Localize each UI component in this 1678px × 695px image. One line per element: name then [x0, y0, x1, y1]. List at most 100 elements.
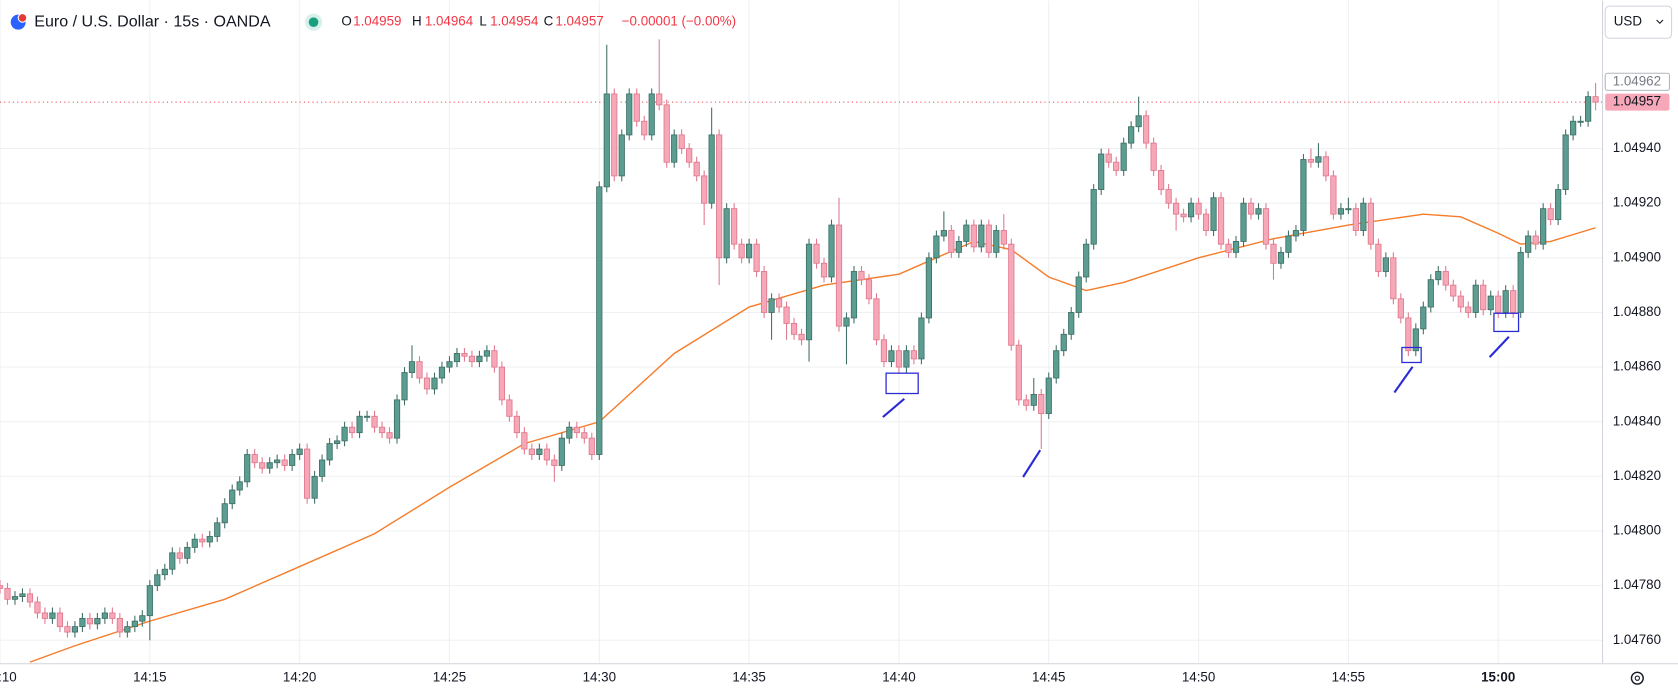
y-tick-label: 1.04800 — [1613, 523, 1661, 538]
candle-body — [1405, 317, 1412, 352]
drawing-line — [1488, 336, 1510, 358]
candle-body — [738, 243, 745, 259]
candle-body — [244, 454, 251, 483]
moving-average — [29, 213, 1596, 663]
settings-gear[interactable] — [1630, 671, 1644, 685]
currency-button-frame[interactable] — [1604, 5, 1673, 39]
candle-body — [1345, 208, 1352, 211]
dropdown-chevron[interactable] — [1656, 19, 1664, 25]
candle-body — [903, 350, 910, 368]
candle-body — [1562, 134, 1569, 190]
moving-average-layer — [0, 101, 1603, 663]
candle-body — [1015, 344, 1022, 401]
axis-labels: 1.04760 1.04780 1.04800 1.04820 1.04840 1.048… — [0, 72, 1670, 685]
candle-body — [708, 134, 715, 204]
settings-button[interactable] — [1630, 671, 1644, 685]
candle-body — [1540, 208, 1547, 245]
candle-body — [648, 93, 655, 136]
candle-body — [1128, 126, 1135, 144]
candle-body — [393, 399, 401, 439]
x-tick-label: 14:45 — [1032, 670, 1065, 685]
candle-body — [1292, 230, 1300, 237]
candle-body — [1202, 213, 1210, 231]
legend-header: Euro / U.S. Dollar · 15s · OANDA O 1.049… — [10, 12, 736, 31]
candle-body — [686, 148, 693, 163]
drawing-box — [885, 372, 919, 395]
price-label: 1.04962 — [1613, 73, 1661, 88]
candle-body — [1270, 243, 1277, 264]
candle-body — [1068, 312, 1075, 335]
candle-body — [1180, 213, 1187, 218]
candle-body — [1083, 243, 1090, 278]
candle-body — [476, 355, 483, 363]
drawing-box — [1401, 346, 1422, 364]
candle-body — [760, 271, 768, 313]
candle-body — [1060, 333, 1067, 352]
candle-body — [663, 104, 670, 163]
candle-body — [1472, 284, 1479, 313]
y-tick-label: 1.04840 — [1613, 413, 1661, 428]
candle-body — [521, 432, 528, 450]
candle-body — [596, 186, 603, 455]
candle-body — [468, 355, 476, 363]
candle-body — [633, 93, 640, 122]
candle-body — [716, 134, 723, 259]
candle-body — [1427, 279, 1434, 308]
candle-body — [618, 134, 625, 177]
candle-body — [401, 372, 408, 401]
candle-body — [746, 243, 753, 259]
candle-body — [26, 593, 34, 603]
candle-body — [603, 93, 610, 188]
candle-body — [1187, 202, 1195, 218]
settings-gear-hub[interactable] — [1634, 675, 1641, 681]
candle-body — [656, 93, 663, 106]
candle-body — [1555, 189, 1562, 221]
candle-body — [1045, 377, 1052, 414]
candle-body — [843, 317, 850, 327]
candle-body — [1307, 159, 1315, 163]
candle-body — [1053, 350, 1060, 379]
candle-body — [34, 601, 41, 614]
candle-body — [693, 161, 700, 177]
candle-body — [311, 475, 318, 499]
currency-label[interactable]: USD — [1614, 14, 1643, 29]
ohlc-value: 1.04959 — [353, 14, 401, 29]
currency-button[interactable]: USD — [1604, 5, 1673, 39]
candle-body — [431, 377, 438, 390]
candle-body — [281, 459, 288, 466]
candle-body — [858, 271, 865, 281]
candle-body — [49, 612, 56, 619]
y-tick-label: 1.04780 — [1613, 577, 1661, 592]
candle-body — [1262, 208, 1270, 245]
candle-body — [131, 620, 138, 628]
candle-body — [1367, 202, 1374, 245]
candle-body — [289, 454, 296, 466]
candle-body — [1008, 243, 1015, 346]
candle-body — [378, 426, 386, 434]
candle-body — [1247, 202, 1255, 215]
candle-body — [1277, 251, 1285, 264]
candle-body — [229, 489, 236, 505]
candle-body — [341, 426, 348, 442]
candle-body — [184, 546, 191, 559]
candle-body — [1300, 159, 1307, 231]
candle-body — [873, 298, 880, 341]
candle-body — [19, 593, 26, 597]
candle-body — [41, 612, 49, 619]
candle-body — [1375, 243, 1382, 272]
candle-body — [1360, 202, 1367, 231]
y-tick-label: 1.04860 — [1613, 359, 1661, 374]
candle-body — [348, 426, 356, 434]
x-tick-label: 14:30 — [583, 670, 616, 685]
candle-body — [423, 377, 431, 390]
candle-body — [1465, 306, 1472, 313]
drawing-line — [1393, 366, 1414, 394]
candle-body — [304, 448, 311, 499]
candle-body — [566, 426, 573, 439]
candle-body — [970, 224, 977, 248]
candle-body — [678, 134, 685, 149]
candle-body — [611, 93, 618, 177]
candle-body — [1255, 208, 1262, 215]
candle-body — [1382, 257, 1389, 272]
